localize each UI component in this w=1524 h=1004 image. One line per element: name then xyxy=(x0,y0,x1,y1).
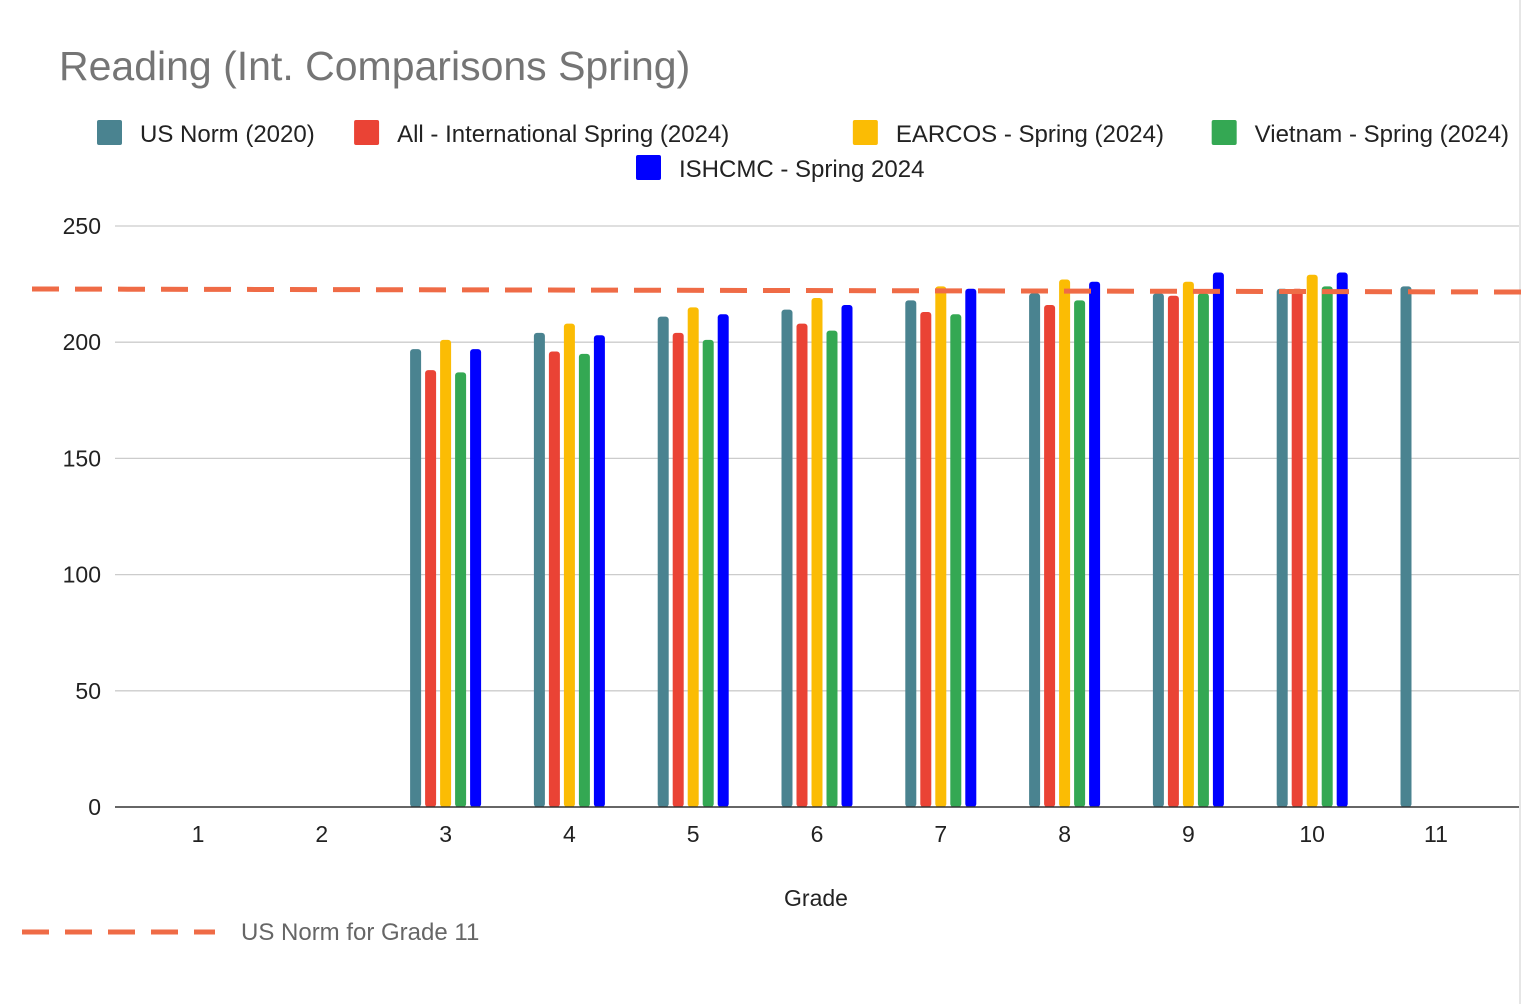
x-tick-label: 3 xyxy=(439,821,452,847)
y-tick-label: 200 xyxy=(63,329,101,355)
bar xyxy=(935,286,947,807)
y-tick-label: 150 xyxy=(63,445,101,471)
legend-swatch xyxy=(97,120,122,145)
bar xyxy=(533,332,545,807)
bar xyxy=(1029,293,1041,807)
bar xyxy=(455,372,467,807)
bar xyxy=(950,314,962,807)
x-tick-label: 11 xyxy=(1424,821,1448,847)
x-tick-label: 2 xyxy=(315,821,328,847)
reference-dashed-line xyxy=(31,286,1524,295)
reference-legend-label: US Norm for Grade 11 xyxy=(241,919,479,946)
x-axis-ticks: 1 2 3 4 5 6 7 8 9 10 11 xyxy=(192,821,1448,847)
bar xyxy=(1167,295,1179,807)
legend-item[interactable]: ISHCMC - Spring 2024 xyxy=(636,155,924,183)
bar xyxy=(1044,305,1056,807)
bar xyxy=(1400,286,1412,807)
x-axis-label: Grade xyxy=(784,885,848,911)
y-tick-label: 50 xyxy=(75,678,101,704)
x-tick-label: 7 xyxy=(934,821,947,847)
bar xyxy=(826,330,838,807)
x-tick-label: 1 xyxy=(192,821,205,847)
bar xyxy=(1276,288,1288,807)
bar xyxy=(548,351,560,807)
legend-item[interactable]: Vietnam - Spring (2024) xyxy=(1211,120,1509,148)
y-axis-ticks: 0 50 100 150 200 250 xyxy=(63,213,101,820)
bar xyxy=(811,298,823,807)
bar xyxy=(920,311,932,807)
legend: US Norm (2020) All - International Spring… xyxy=(97,120,1509,183)
bar xyxy=(687,307,699,807)
bar xyxy=(1182,281,1194,807)
legend-label: All - International Spring (2024) xyxy=(397,121,729,148)
x-tick-label: 8 xyxy=(1058,821,1071,847)
legend-item[interactable]: EARCOS - Spring (2024) xyxy=(852,120,1164,148)
bar xyxy=(470,349,482,807)
legend-swatch xyxy=(1211,120,1237,145)
bar xyxy=(425,370,437,807)
legend-item[interactable]: All - International Spring (2024) xyxy=(354,120,729,148)
reference-line-legend: US Norm for Grade 11 xyxy=(22,919,479,946)
bar xyxy=(657,316,669,807)
legend-label: Vietnam - Spring (2024) xyxy=(1255,121,1509,148)
legend-label: ISHCMC - Spring 2024 xyxy=(679,156,924,183)
bar xyxy=(717,314,729,807)
bar xyxy=(440,339,452,807)
bar xyxy=(1089,281,1101,807)
legend-swatch xyxy=(636,155,661,180)
y-tick-label: 100 xyxy=(63,562,101,588)
bar xyxy=(1152,293,1164,807)
x-tick-label: 9 xyxy=(1182,821,1195,847)
reference-line xyxy=(31,286,1524,295)
bar xyxy=(905,300,917,807)
bar xyxy=(1321,286,1333,807)
bar xyxy=(1197,293,1209,807)
bar xyxy=(578,353,590,807)
bar xyxy=(672,332,684,807)
y-tick-label: 0 xyxy=(88,794,101,820)
x-tick-label: 5 xyxy=(687,821,700,847)
legend-swatch xyxy=(354,120,380,145)
chart-right-border xyxy=(1519,0,1521,1004)
legend-label: EARCOS - Spring (2024) xyxy=(896,121,1164,148)
y-tick-label: 250 xyxy=(63,213,101,239)
bar xyxy=(1306,274,1318,808)
bar xyxy=(1291,288,1303,807)
bar xyxy=(781,309,793,807)
bar xyxy=(563,323,575,807)
bar xyxy=(1059,279,1071,807)
legend-label: US Norm (2020) xyxy=(140,121,315,148)
legend-item[interactable]: US Norm (2020) xyxy=(97,120,315,148)
bar xyxy=(410,349,422,807)
bars xyxy=(410,272,1412,808)
bar xyxy=(702,339,714,807)
legend-swatch xyxy=(852,120,878,145)
bar xyxy=(1074,300,1086,807)
chart-title: Reading (Int. Comparisons Spring) xyxy=(59,43,690,89)
bar xyxy=(1212,272,1224,808)
bar xyxy=(841,305,853,807)
bar xyxy=(593,335,605,807)
x-tick-label: 6 xyxy=(811,821,824,847)
bar xyxy=(965,288,977,807)
x-tick-label: 10 xyxy=(1299,821,1325,847)
x-tick-label: 4 xyxy=(563,821,576,847)
bar xyxy=(1336,272,1348,808)
bar xyxy=(796,323,808,807)
